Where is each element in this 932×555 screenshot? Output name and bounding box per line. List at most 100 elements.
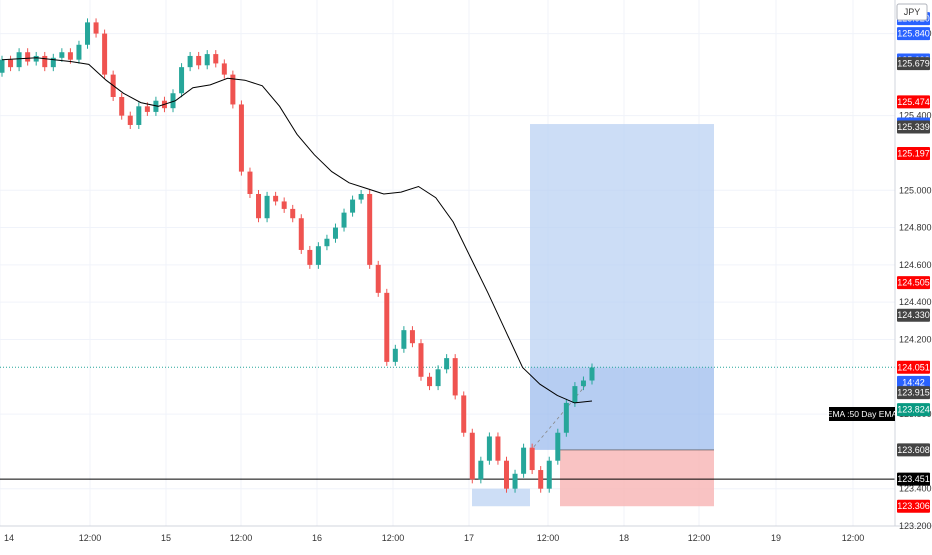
candle [529,447,535,471]
price-tag [897,375,930,389]
candle [204,54,210,66]
candle [187,55,193,68]
price-tag [897,147,930,161]
y-tick-label: 124.200 [899,334,932,344]
candle [42,55,48,68]
candle [136,106,142,125]
price-tag [897,95,930,109]
candle [281,201,287,209]
price-tag-label: 14:42 [902,377,925,387]
range-marker [472,488,530,507]
indicator-label-box[interactable] [829,407,895,421]
price-tag-label: 125.339 [897,122,930,132]
candle [367,193,373,265]
x-tick-label: 17 [464,533,474,543]
entry-overlap-zone [530,367,714,450]
price-tag [897,472,930,486]
candle [512,473,518,489]
candle [563,402,569,433]
price-tag [897,27,930,41]
price-tag [897,308,930,322]
price-tag-label: 123.306 [897,501,930,511]
price-tag [897,386,930,400]
price-tag-label: 123.915 [897,388,930,398]
candle [315,246,321,265]
price-tag-label: 123.451 [897,474,930,484]
x-tick-label: 14 [4,533,14,543]
candle [221,63,227,75]
price-tag [897,443,930,457]
candle [264,195,270,219]
symbol-badge-box[interactable] [896,3,928,21]
candle [392,348,398,362]
candle [238,104,244,172]
badges: JPY EMA :50 Day EMA [827,3,928,421]
price-tag-label: 123.608 [897,445,930,455]
price-tag [897,57,930,71]
x-tick-label: 12:00 [382,533,405,543]
candle [418,343,424,377]
y-tick-label: 124.600 [899,260,932,270]
price-tag [897,499,930,513]
candle [307,249,313,265]
candle [290,208,296,219]
price-tag-label: 124.051 [897,362,930,372]
price-tag-label: 124.330 [897,310,930,320]
y-tick-label: 125.400 [899,111,932,121]
candle [332,227,338,239]
candle [401,330,407,349]
candle [384,292,390,362]
price-tag [897,120,930,134]
candle [85,22,91,45]
y-tick-label: 124.400 [899,297,932,307]
candle [324,238,330,247]
candle [375,264,381,293]
candle [486,436,492,461]
candle [435,369,441,387]
profit-zone[interactable] [530,124,714,368]
ema-layer [1,57,593,404]
candle [144,106,150,112]
candle [341,212,347,228]
candles [0,18,595,493]
candle [273,195,279,202]
price-tag-label: 125.197 [897,149,930,159]
candle [25,52,31,62]
candle [555,432,561,461]
stop-zone[interactable] [560,449,714,507]
candle [538,470,544,489]
candle [0,59,5,73]
x-tick-label: 12:00 [537,533,560,543]
position-zones[interactable] [472,124,714,507]
grid-layer [0,0,895,527]
price-tags: 125.920125.840125.698125.679125.474125.3… [897,12,930,513]
symbol-badge: JPY [904,7,921,17]
price-tag [897,403,930,417]
price-tag-label: 125.840 [897,29,930,39]
candle [213,54,219,64]
indicator-label: EMA :50 Day EMA [827,409,898,419]
time-axis-bg[interactable] [0,526,932,550]
candle [452,358,458,396]
candle [59,52,65,58]
y-tick-label: 124.800 [899,223,932,233]
candle [247,171,253,194]
x-tick-label: 16 [312,533,322,543]
ema-line [1,57,593,404]
candle [469,432,475,480]
projection-dashed-line [529,385,586,452]
price-axis-bg[interactable] [895,0,932,550]
candle [358,193,364,200]
candle [546,460,552,489]
y-tick-label: 125.000 [899,185,932,195]
candle [196,55,202,66]
candle [8,59,14,68]
candle [495,436,501,461]
x-tick-label: 12:00 [79,533,102,543]
candle [16,52,22,68]
x-tick-label: 15 [161,533,171,543]
candle [580,380,586,387]
